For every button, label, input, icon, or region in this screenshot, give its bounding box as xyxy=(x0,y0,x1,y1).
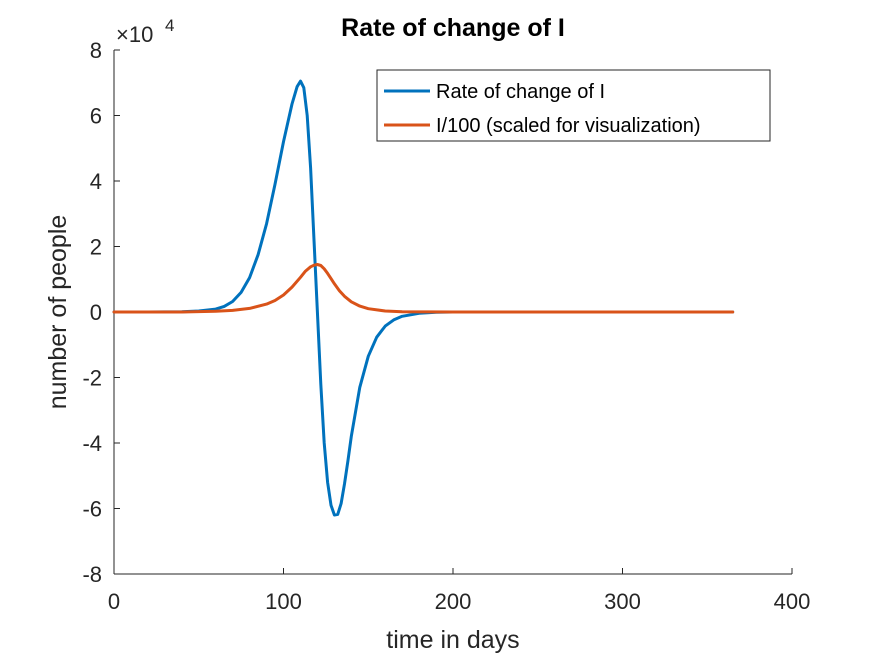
x-tick-label: 100 xyxy=(265,589,302,614)
series-layer xyxy=(112,79,735,517)
series-line-rate-of-change xyxy=(112,79,735,517)
y-tick-label: 6 xyxy=(90,104,102,129)
x-tick-label: 200 xyxy=(435,589,472,614)
x-axis-label: time in days xyxy=(386,626,519,654)
y-tick-label: -8 xyxy=(82,562,102,587)
x-tick-label: 0 xyxy=(108,589,120,614)
y-tick-label: 0 xyxy=(90,300,102,325)
legend-label-scaled-i: I/100 (scaled for visualization) xyxy=(436,115,701,137)
y-tick-label: 2 xyxy=(90,235,102,260)
exponent-power: 4 xyxy=(165,16,174,35)
x-tick-label: 300 xyxy=(604,589,641,614)
y-axis-label: number of people xyxy=(44,215,72,410)
y-ticks: -8 -6 -4 -2 0 2 4 6 8 xyxy=(82,38,120,587)
y-tick-label: -6 xyxy=(82,497,102,522)
legend-label-rate: Rate of change of I xyxy=(436,81,605,103)
y-tick-label: -4 xyxy=(82,431,102,456)
legend-box xyxy=(376,69,771,142)
x-tick-label: 400 xyxy=(774,589,811,614)
series-line-scaled-i xyxy=(112,263,735,314)
chart-title: Rate of change of I xyxy=(341,14,565,42)
legend: Rate of change of I I/100 (scaled for vi… xyxy=(376,69,771,142)
y-tick-label: 4 xyxy=(90,169,102,194)
y-tick-label: 8 xyxy=(90,38,102,63)
exponent-base: ×10 xyxy=(116,22,153,47)
x-ticks: 0 100 200 300 400 xyxy=(108,568,810,614)
exponent-label: ×10 4 xyxy=(116,16,174,47)
y-tick-label: -2 xyxy=(82,366,102,391)
